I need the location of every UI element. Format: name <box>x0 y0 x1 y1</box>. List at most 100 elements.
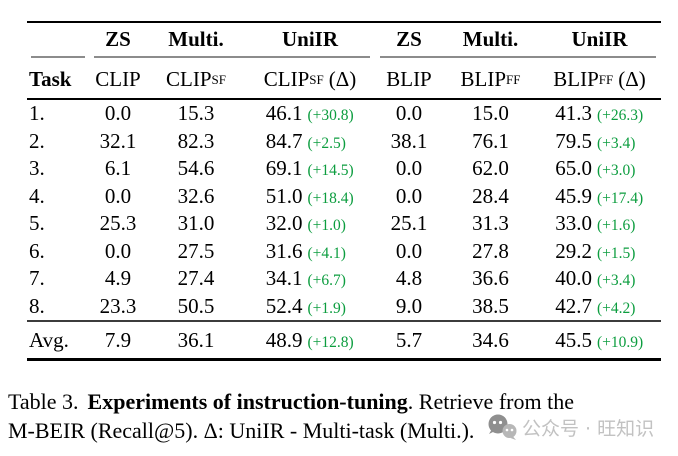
value-cell: 4.9 <box>104 266 132 291</box>
avg-value-cell: 36.1 <box>177 327 215 352</box>
value-cell: 0.0 <box>395 238 423 263</box>
value-cell: 0.0 <box>104 101 132 126</box>
avg-value-cell: 34.6 <box>472 327 509 352</box>
cmidrule-clip-group <box>94 56 370 61</box>
delta-gain: (+3.0) <box>597 162 636 180</box>
delta-value: 32.0 <box>265 211 303 236</box>
chat-bubbles-icon <box>488 414 517 440</box>
column-header-label: BLIP <box>386 67 432 91</box>
value-cell: 31.0 <box>177 211 215 236</box>
delta-value: 34.1 <box>265 266 303 291</box>
delta-value: 46.1 <box>265 101 303 126</box>
delta-cell: 29.2 (+1.5) <box>538 238 661 266</box>
value-cell: 6.1 <box>104 156 132 181</box>
delta-gain: (+1.0) <box>307 217 346 235</box>
task-cell: 8. <box>29 293 45 318</box>
delta-cell: 41.3 (+26.3) <box>538 100 661 128</box>
delta-gain: (+6.7) <box>307 272 346 290</box>
delta-value: 45.9 <box>555 183 592 208</box>
value-cell: 27.8 <box>472 238 509 263</box>
value-cell: 31.3 <box>472 211 509 236</box>
value-cell: 27.5 <box>177 238 215 263</box>
delta-gain: (+26.3) <box>597 107 644 125</box>
value-cell: 9.0 <box>395 293 423 318</box>
delta-symbol: (Δ) <box>328 67 357 91</box>
avg-delta-cell: 48.9 (+12.8) <box>245 322 375 358</box>
delta-cell: 31.6 (+4.1) <box>245 238 375 266</box>
caption-prefix: Table 3. <box>8 389 79 414</box>
task-cell: 6. <box>29 238 45 263</box>
delta-symbol: (Δ) <box>618 67 646 91</box>
value-cell: 15.0 <box>472 101 509 126</box>
caption-bold-title: Experiments of instruction-tuning <box>87 389 408 414</box>
delta-cell: 52.4 (+1.9) <box>245 293 375 321</box>
task-cell: 3. <box>29 156 45 181</box>
delta-cell: 69.1 (+14.5) <box>245 155 375 183</box>
column-header-label: BLIP <box>553 67 599 91</box>
watermark: 公众号 · 旺知识 <box>486 414 654 441</box>
value-cell: 15.3 <box>177 101 215 126</box>
delta-gain: (+1.6) <box>597 217 636 235</box>
value-cell: 27.4 <box>177 266 215 291</box>
delta-gain: (+10.9) <box>597 333 644 351</box>
avg-rule <box>27 320 661 322</box>
value-cell: 36.6 <box>472 266 509 291</box>
delta-gain: (+12.8) <box>307 333 354 351</box>
delta-gain: (+1.9) <box>307 299 346 317</box>
delta-value: 45.5 <box>555 327 592 352</box>
column-header-blip: BLIP <box>375 61 443 98</box>
delta-gain: (+3.4) <box>597 272 636 290</box>
delta-value: 48.9 <box>265 327 303 352</box>
column-header-label: BLIP <box>460 67 507 91</box>
column-header-clip-sf-delta: CLIP SF (Δ) <box>263 67 357 91</box>
column-header-label: Task <box>29 67 72 91</box>
delta-cell: 51.0 (+18.4) <box>245 183 375 211</box>
delta-gain: (+18.4) <box>307 189 354 207</box>
group-header-empty <box>27 23 89 56</box>
results-table: ZS Multi. UniIR ZS Multi. UniIR Task CLI… <box>27 21 661 361</box>
value-cell: 4.8 <box>395 266 423 291</box>
delta-value: 69.1 <box>265 156 303 181</box>
column-header-clip: CLIP <box>89 61 147 98</box>
value-cell: 0.0 <box>395 101 423 126</box>
avg-value-cell: 5.7 <box>395 327 423 352</box>
value-cell: 50.5 <box>177 293 215 318</box>
delta-gain: (+30.8) <box>307 107 354 125</box>
value-cell: 54.6 <box>177 156 215 181</box>
column-header-label: CLIP <box>263 67 310 91</box>
bottom-rule <box>27 358 661 361</box>
delta-value: 79.5 <box>555 128 592 153</box>
caption-line-2: M-BEIR (Recall@5). Δ: UniIR - Multi-task… <box>8 417 475 443</box>
delta-value: 65.0 <box>555 156 592 181</box>
group-header-zs-clip: ZS <box>105 27 131 51</box>
delta-value: 40.0 <box>555 266 592 291</box>
delta-gain: (+2.5) <box>307 134 346 152</box>
value-cell: 23.3 <box>99 293 137 318</box>
task-cell: 2. <box>29 128 45 153</box>
value-cell: 38.5 <box>472 293 509 318</box>
column-header-clip-sf: CLIP SF <box>166 67 226 91</box>
delta-value: 52.4 <box>265 293 303 318</box>
value-cell: 82.3 <box>177 128 215 153</box>
value-cell: 38.1 <box>390 128 428 153</box>
delta-gain: (+1.5) <box>597 244 636 262</box>
avg-value-cell: 7.9 <box>104 327 132 352</box>
delta-value: 31.6 <box>265 238 303 263</box>
delta-gain: (+4.1) <box>307 244 346 262</box>
value-cell: 28.4 <box>472 183 509 208</box>
caption-line-1: Table 3. Experiments of instruction-tunin… <box>8 388 674 417</box>
avg-task-cell: Avg. <box>29 327 69 352</box>
delta-value: 42.7 <box>555 293 592 318</box>
delta-cell: 33.0 (+1.6) <box>538 210 661 238</box>
task-cell: 7. <box>29 266 45 291</box>
value-cell: 0.0 <box>104 183 132 208</box>
delta-cell: 32.0 (+1.0) <box>245 210 375 238</box>
value-cell: 62.0 <box>472 156 509 181</box>
delta-value: 29.2 <box>555 238 592 263</box>
table-caption: Table 3. Experiments of instruction-tunin… <box>8 388 674 445</box>
value-cell: 25.3 <box>99 211 137 236</box>
cmidrule-blip-group <box>380 56 656 61</box>
group-header-unir-blip: UniIR <box>571 27 628 51</box>
delta-value: 41.3 <box>555 101 592 126</box>
delta-value: 84.7 <box>265 128 303 153</box>
